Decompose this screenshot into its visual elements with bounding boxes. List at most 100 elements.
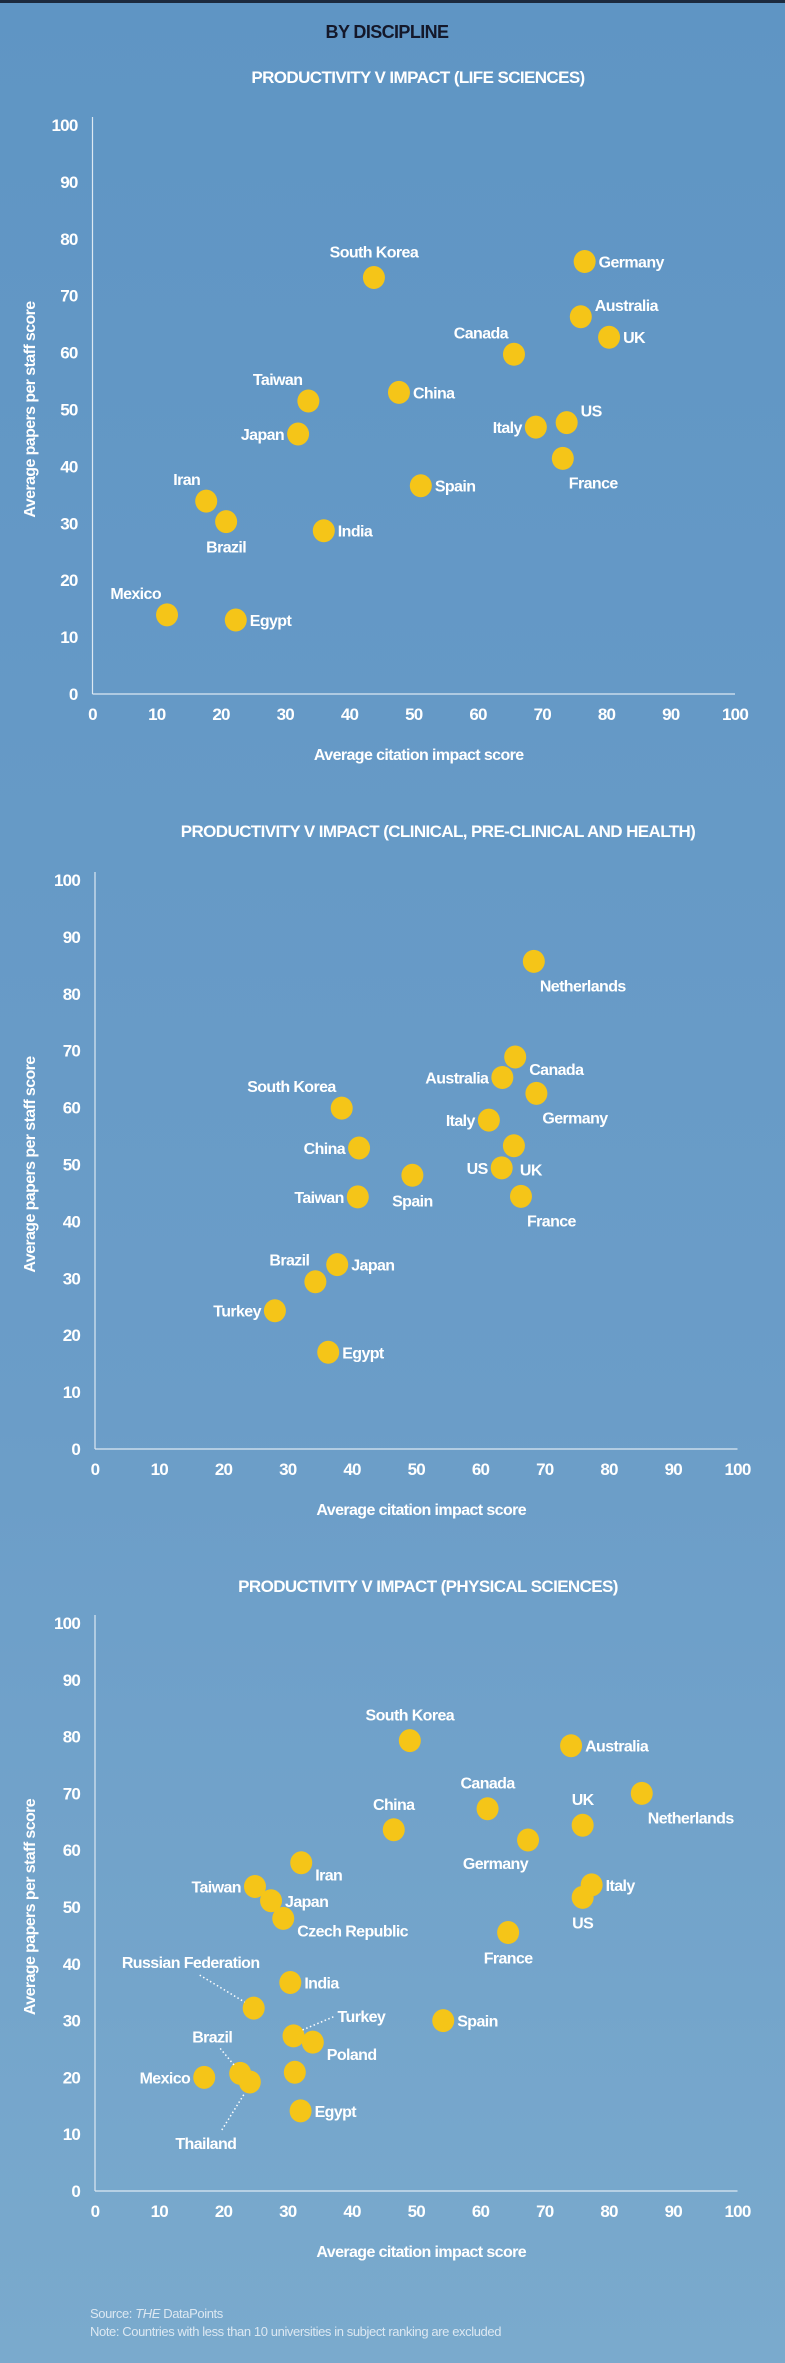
x-tick-label: 20 [215,2202,233,2221]
data-point [382,1818,405,1842]
point-label: US [581,404,603,421]
data-point [215,510,238,534]
y-tick-label: 90 [63,928,81,947]
source-note: Source: THE DataPoints [90,2306,224,2321]
point-label: Thailand [175,2136,236,2153]
point-label: Egypt [250,613,293,630]
data-point [283,2060,306,2084]
point-label: Turkey [338,2009,386,2026]
point-label: Mexico [140,2070,191,2087]
data-point [551,446,574,470]
chart-title: PRODUCTIVITY V IMPACT (PHYSICAL SCIENCES… [238,1577,618,1596]
point-label: Spain [435,479,476,496]
scatter-chart-3: PRODUCTIVITY V IMPACT (PHYSICAL SCIENCES… [22,1577,752,2261]
y-tick-label: 20 [63,2068,81,2087]
point-label: UK [520,1163,543,1180]
y-tick-label: 90 [60,173,78,192]
x-tick-label: 100 [725,2202,751,2221]
y-tick-label: 90 [63,1671,81,1690]
x-tick-label: 40 [341,705,359,724]
x-axis-label: Average citation impact score [314,747,524,764]
point-label: Mexico [110,586,161,603]
data-point [348,1136,371,1160]
data-point [517,1828,540,1852]
point-label: South Korea [330,244,419,261]
data-point [555,411,578,435]
point-label: Canada [454,325,509,342]
y-tick-label: 60 [63,1099,81,1118]
y-tick-label: 10 [63,1383,81,1402]
data-point [326,1253,349,1277]
point-label: Japan [285,1894,328,1911]
data-point [287,422,310,446]
point-label: Canada [529,1062,584,1079]
x-tick-label: 20 [215,1460,233,1479]
data-point [362,265,385,289]
point-label: Australia [425,1070,489,1087]
x-tick-label: 30 [277,705,295,724]
data-point [476,1797,499,1821]
data-point [525,1081,548,1105]
x-tick-label: 70 [534,705,552,724]
point-label: France [569,475,619,492]
x-tick-label: 50 [405,705,423,724]
chart-title: PRODUCTIVITY V IMPACT (CLINICAL, PRE-CLI… [181,822,696,841]
data-point [238,2070,261,2094]
y-tick-label: 50 [60,401,78,420]
data-point [571,1885,594,1909]
y-tick-label: 30 [63,2012,81,2031]
x-tick-label: 80 [600,1460,618,1479]
data-point [598,325,621,349]
point-label: Japan [351,1258,394,1275]
x-tick-label: 0 [91,1460,100,1479]
y-tick-label: 0 [69,685,78,704]
source-suffix: DataPoints [160,2306,224,2321]
y-tick-label: 50 [63,1156,81,1175]
x-tick-label: 0 [88,705,97,724]
point-label: Canada [460,1776,515,1793]
point-label: Taiwan [192,1880,241,1897]
data-point [398,1729,421,1753]
y-tick-label: 10 [60,628,78,647]
point-label: Germany [542,1110,608,1127]
y-axis-label: Average papers per staff score [22,301,39,518]
point-label: Egypt [315,2104,358,2121]
y-tick-label: 30 [63,1269,81,1288]
data-point [193,2065,216,2089]
source-prefix: Source: [90,2306,135,2321]
x-tick-label: 40 [343,1460,361,1479]
point-label: Egypt [342,1345,385,1362]
y-tick-label: 20 [63,1326,81,1345]
point-label: India [304,1976,339,1993]
source-publication: THE [135,2306,161,2321]
data-point [509,1184,532,1208]
data-point [524,415,547,439]
y-tick-label: 20 [60,571,78,590]
point-label: France [527,1213,577,1230]
y-tick-label: 70 [63,1784,81,1803]
x-tick-label: 50 [408,1460,426,1479]
point-label: Russian Federation [122,1955,260,1972]
point-label: Australia [595,298,659,315]
x-axis-label: Average citation impact score [316,2244,526,2261]
y-tick-label: 50 [63,1898,81,1917]
data-point [260,1889,283,1913]
chart-title: PRODUCTIVITY V IMPACT (LIFE SCIENCES) [251,68,584,87]
x-tick-label: 60 [472,2202,490,2221]
data-point [224,608,247,632]
data-point [272,1906,295,1930]
point-label: Iran [173,472,200,489]
y-tick-label: 100 [52,116,78,135]
point-label: Brazil [206,540,246,557]
y-tick-label: 80 [63,985,81,1004]
y-tick-label: 70 [60,287,78,306]
point-label: Brazil [192,2029,232,2046]
data-point [560,1734,583,1758]
leader-line [302,2015,336,2031]
scatter-chart-1: PRODUCTIVITY V IMPACT (LIFE SCIENCES) 0 10… [22,68,749,764]
point-label: Spain [392,1193,433,1210]
x-tick-label: 90 [665,1460,683,1479]
point-label: China [413,385,455,402]
point-label: Brazil [269,1253,309,1270]
data-point [504,1045,527,1069]
